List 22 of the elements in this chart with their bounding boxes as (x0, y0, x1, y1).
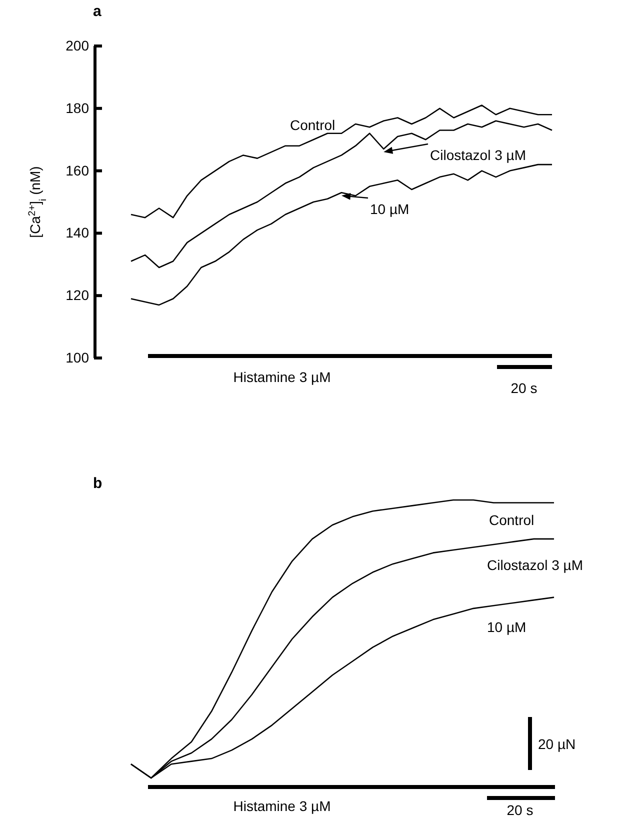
y-tick-label: 160 (66, 162, 90, 178)
line-series (130, 164, 553, 306)
y-tick-label: 140 (66, 224, 90, 241)
text: Histamine 3 µM (233, 798, 331, 814)
legend-label: Cilostazol 3 µM (430, 147, 526, 163)
chart-title: a (93, 3, 102, 20)
series-label: Control (489, 512, 534, 528)
series-label: 10 µM (487, 619, 526, 635)
series-label: Cilostazol 3 µM (487, 557, 583, 573)
line-series (130, 104, 553, 218)
chart-title: b (93, 475, 102, 492)
text: Histamine 3 µM (233, 369, 331, 385)
line-series (130, 120, 553, 268)
y-tick-label: 180 (66, 100, 90, 116)
text: 20 s (506, 802, 534, 818)
text: 20 s (510, 380, 538, 396)
annotation: 20 µN (538, 736, 576, 752)
y-tick-label: 100 (66, 349, 90, 366)
series-label: 10 µM (370, 201, 410, 217)
series-label: Control (290, 117, 336, 133)
y-tick-label: 120 (66, 287, 90, 304)
y-tick-label: 200 (66, 37, 90, 54)
